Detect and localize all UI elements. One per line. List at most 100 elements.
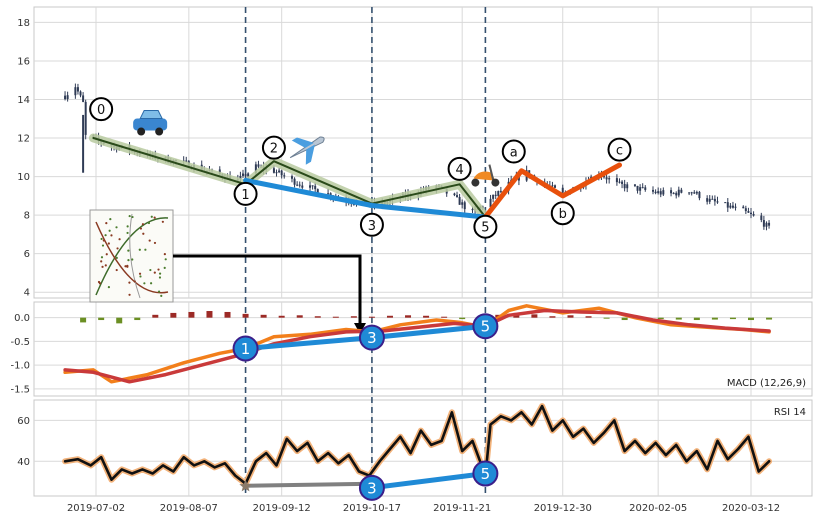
candle-body: [499, 190, 502, 192]
candle-body: [79, 91, 82, 96]
candle-body: [659, 191, 662, 195]
inset-point: [108, 229, 111, 232]
candle-body: [239, 175, 242, 180]
macd-trend-badge-1: [232, 335, 259, 362]
inset-point: [143, 282, 146, 285]
price-tick-label-4: 12: [17, 134, 30, 145]
candle-body: [729, 205, 732, 208]
inset-point: [148, 239, 151, 242]
inset-point: [158, 272, 162, 275]
macd-histogram-bar: [170, 312, 177, 318]
macd-histogram-bar: [260, 314, 267, 318]
inset-curve: [95, 221, 169, 294]
candle-body: [489, 198, 492, 208]
candle-body: [623, 183, 626, 189]
inset-point: [110, 234, 113, 237]
inset-point: [141, 223, 145, 226]
candle-body: [296, 184, 299, 186]
candle-body: [626, 184, 629, 189]
candle-body: [742, 206, 745, 209]
candle-body: [311, 185, 314, 187]
airplane-emoji-icon: [289, 136, 325, 165]
inset-point: [160, 294, 163, 297]
candle-body: [463, 202, 466, 210]
rsi-panel-label: RSI 14: [774, 407, 806, 418]
inset-point: [116, 247, 119, 250]
inset-point: [126, 225, 129, 228]
candle-body: [654, 191, 657, 194]
inset-point: [104, 264, 107, 267]
candle-body: [713, 198, 716, 202]
inset-point: [100, 256, 104, 259]
impulse-wave-line: [92, 137, 487, 219]
inset-point: [118, 238, 121, 241]
candle-body: [731, 205, 734, 208]
macd-histogram-bar: [549, 316, 556, 318]
candle-body: [66, 95, 69, 100]
macd-histogram-bar: [657, 317, 664, 320]
inset-point: [97, 280, 101, 284]
rsi-trend-label-3: 3: [367, 479, 377, 497]
price-tick-label-1: 6: [24, 249, 30, 260]
candle-body: [257, 164, 260, 167]
inset-point: [157, 268, 160, 271]
scooter-wheel: [471, 178, 480, 187]
rsi-tick-label-1: 40: [17, 457, 30, 468]
wave-label-circle-5: [473, 214, 498, 239]
inset-point: [104, 234, 107, 237]
candle-body: [497, 191, 500, 196]
candle-body: [641, 187, 644, 189]
macd-histogram-bar: [368, 316, 375, 318]
inset-point: [153, 216, 156, 219]
inset-point: [128, 293, 131, 296]
price-trend-1-3-5: [243, 177, 488, 220]
macd-histogram-bar: [206, 311, 213, 318]
candle-body: [615, 178, 618, 183]
inset-connector-line: [173, 254, 362, 330]
inset-point: [163, 266, 166, 269]
wave-label-circle-0: [89, 97, 114, 122]
candle-body: [605, 177, 608, 180]
candle-body: [554, 185, 557, 188]
macd-histogram-bar: [116, 317, 123, 324]
scooter-wheel: [491, 178, 500, 187]
x-tick-label-2: 2019-09-12: [253, 503, 311, 514]
car-wheel: [137, 127, 146, 136]
plane-wing: [305, 144, 315, 165]
inset-connector-arrow: [354, 323, 366, 334]
x-tick-label-1: 2019-08-07: [160, 503, 218, 514]
inset-point: [109, 217, 112, 221]
macd-histogram-bar: [711, 317, 718, 320]
inset-point: [127, 249, 130, 252]
macd-histogram-bar: [350, 316, 357, 318]
candle-body: [278, 170, 281, 173]
candle-body: [636, 185, 639, 191]
candle-body: [551, 185, 554, 187]
inset-point: [142, 232, 145, 235]
candle-body: [608, 178, 611, 180]
candle-body: [695, 191, 698, 194]
rsi-tick-label-0: 60: [17, 416, 30, 427]
x-tick-label-5: 2019-12-30: [534, 503, 592, 514]
candle-body: [750, 212, 752, 215]
macd-histogram-bar: [405, 315, 412, 318]
candle-body: [293, 178, 296, 185]
inset-point: [131, 215, 134, 219]
inset-point: [107, 242, 110, 245]
candle-body: [314, 185, 317, 190]
macd-histogram-bar: [459, 317, 466, 320]
macd-tick-label-1: -0.5: [10, 337, 30, 348]
macd-histogram-bar: [224, 311, 231, 318]
x-tick-label-6: 2020-02-05: [629, 503, 687, 514]
candle-body: [471, 209, 474, 211]
candle-body: [621, 181, 624, 184]
inset-point: [100, 260, 103, 263]
candle-body: [690, 192, 693, 194]
candle-body: [298, 184, 301, 186]
inset-point: [147, 221, 151, 225]
macd-tick-label-0: 0.0: [14, 313, 30, 324]
candle-body: [708, 198, 711, 202]
price-tick-label-3: 10: [17, 172, 30, 183]
inset-point: [115, 256, 118, 259]
